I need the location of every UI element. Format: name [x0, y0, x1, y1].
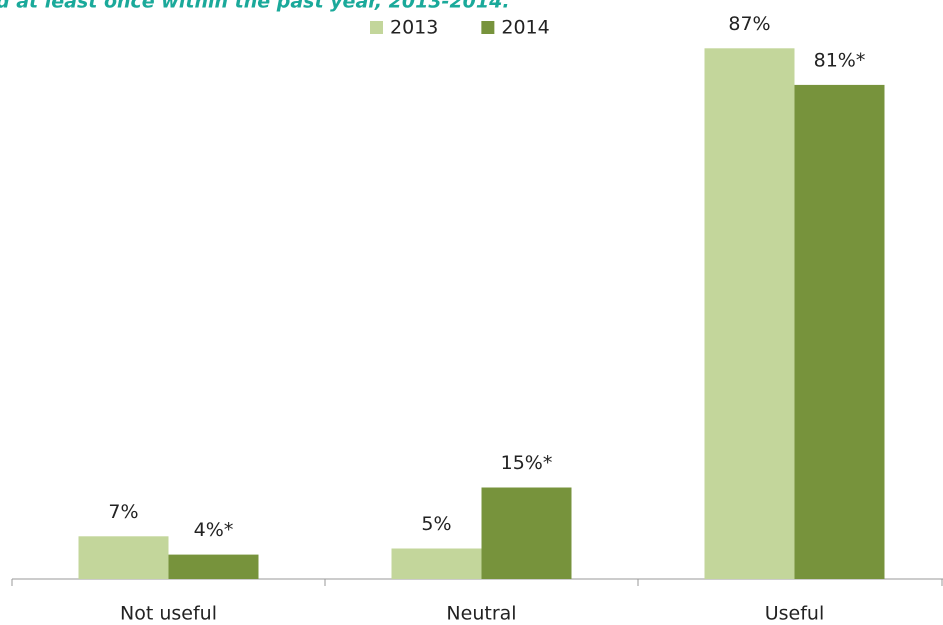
x-tick-label: Not useful — [120, 603, 217, 625]
bar — [391, 548, 482, 579]
bar — [794, 84, 885, 580]
bar — [78, 536, 169, 579]
bar — [481, 487, 572, 579]
x-tick-label: Neutral — [446, 603, 516, 625]
legend-swatch — [481, 21, 495, 34]
legend-swatch — [370, 21, 383, 34]
data-label: 87% — [728, 13, 770, 35]
bar — [168, 554, 259, 579]
data-label: 81%* — [814, 49, 866, 71]
data-label: 15%* — [501, 452, 553, 474]
chart-title: d at least once within the past year, 20… — [0, 0, 510, 13]
data-label: 7% — [108, 501, 138, 523]
data-label: 4%* — [194, 519, 234, 541]
legend-label: 2014 — [501, 17, 549, 39]
x-tick-label: Useful — [765, 603, 825, 625]
legend-label: 2013 — [390, 17, 438, 39]
bar — [704, 48, 795, 580]
data-label: 5% — [421, 513, 451, 535]
